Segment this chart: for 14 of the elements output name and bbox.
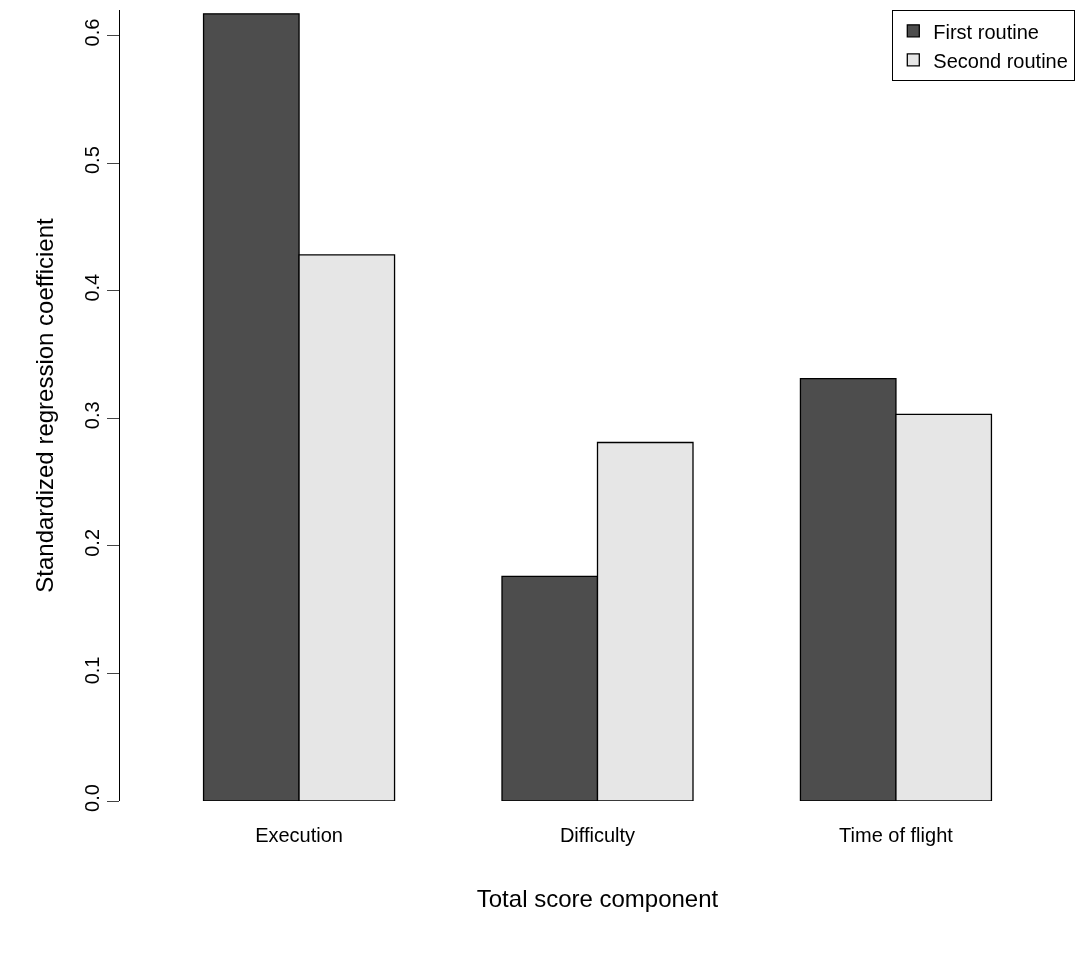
y-tick-label: 0.5 — [80, 146, 103, 175]
legend-label: First routine — [933, 20, 1039, 43]
y-tick-label: 0.6 — [80, 18, 103, 47]
x-tick-label: Difficulty — [559, 824, 636, 846]
y-tick-label: 0.3 — [80, 401, 103, 430]
y-axis-title: Standardized regression coefficient — [30, 217, 58, 593]
x-axis-title: Total score component — [476, 885, 719, 913]
y-tick-label: 0.1 — [80, 656, 103, 685]
x-tick-label: Execution — [255, 824, 343, 846]
y-tick-label: 0.2 — [80, 528, 103, 557]
y-tick-label: 0.0 — [80, 784, 103, 812]
y-tick-label: 0.4 — [80, 273, 103, 302]
legend-label: Second routine — [933, 49, 1068, 72]
x-tick-label: Time of flight — [839, 824, 954, 846]
